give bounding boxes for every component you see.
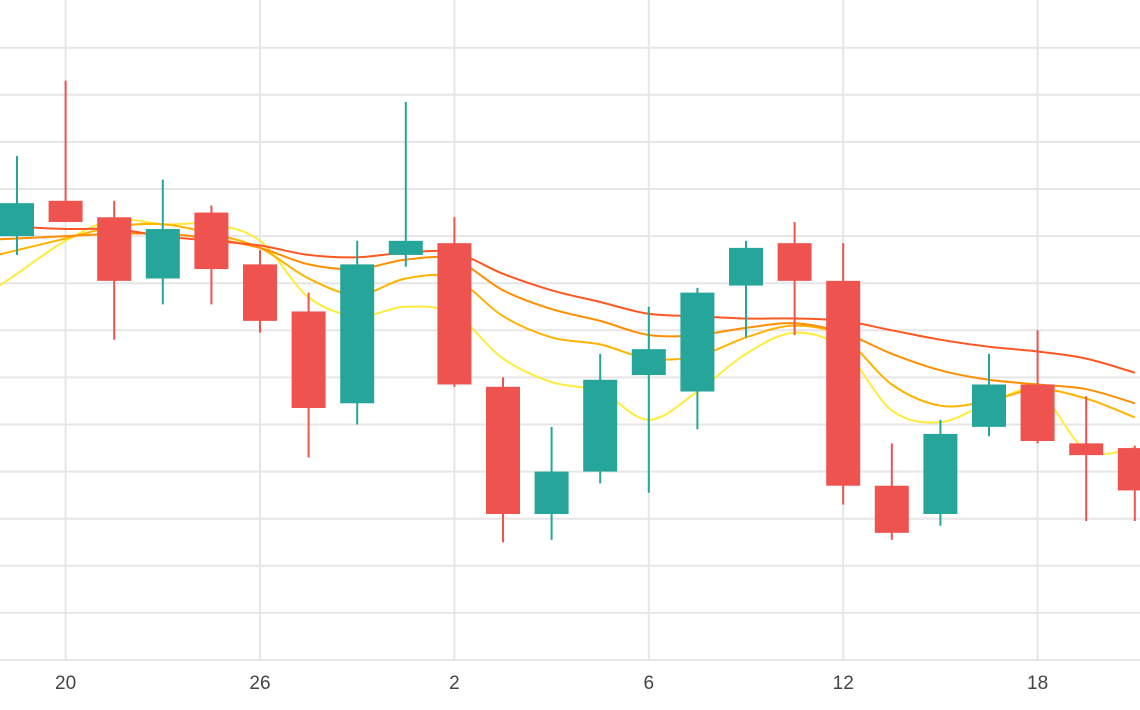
candle-body — [923, 433, 958, 514]
candle-body — [437, 243, 472, 385]
candle-body — [97, 217, 132, 281]
candle-down — [486, 377, 520, 543]
candle-body — [388, 240, 423, 255]
candle-body — [729, 247, 763, 286]
candle-body — [48, 200, 83, 222]
candle-up — [631, 306, 666, 493]
candle-down — [1117, 445, 1140, 522]
x-tick-label: 18 — [1027, 673, 1048, 694]
candle-down — [97, 200, 132, 340]
candle-body — [0, 203, 34, 237]
candle-up — [0, 156, 34, 255]
candle-down — [826, 243, 861, 505]
candle-down — [243, 250, 277, 333]
x-tick-label: 2 — [449, 673, 460, 694]
candle-up — [145, 179, 180, 305]
candle-body — [243, 264, 277, 321]
candle-body — [874, 485, 909, 533]
candle-body — [1069, 443, 1104, 456]
candle-up — [388, 101, 423, 267]
candle-up — [923, 419, 958, 526]
candle-body — [534, 471, 569, 514]
candle-down — [777, 221, 812, 336]
x-tick-label: 12 — [833, 673, 854, 694]
candle-body — [340, 264, 375, 404]
candle-body — [777, 243, 812, 281]
candle-down — [437, 217, 472, 387]
x-tick-label: 26 — [249, 673, 270, 694]
candle-body — [1117, 448, 1140, 491]
candle-body — [145, 229, 180, 279]
candle-down — [874, 443, 909, 540]
candle-body — [680, 292, 715, 392]
candle-body — [826, 280, 861, 486]
candle-down — [1069, 396, 1104, 522]
grid-layer — [0, 0, 1140, 661]
candle-up — [583, 353, 618, 484]
candle-up — [534, 426, 569, 540]
candle-down — [1020, 330, 1055, 444]
candle-body — [291, 311, 326, 409]
candle-body — [583, 379, 618, 472]
x-axis: 20 26 2 6 12 18 — [55, 673, 1048, 694]
candle-down — [48, 80, 83, 222]
candle-down — [194, 205, 229, 305]
candle-up — [340, 240, 375, 425]
candle-up — [680, 287, 715, 430]
candle-body — [1020, 384, 1055, 441]
candle-up — [729, 240, 763, 338]
candle-body — [486, 386, 520, 514]
candle-body — [631, 349, 666, 376]
x-tick-label: 20 — [55, 673, 76, 694]
candle-up — [972, 353, 1006, 437]
x-tick-label: 6 — [644, 673, 655, 694]
candle-down — [291, 292, 326, 458]
candle-body — [972, 384, 1006, 427]
candle-body — [194, 212, 229, 270]
candle-layer — [0, 80, 1140, 543]
